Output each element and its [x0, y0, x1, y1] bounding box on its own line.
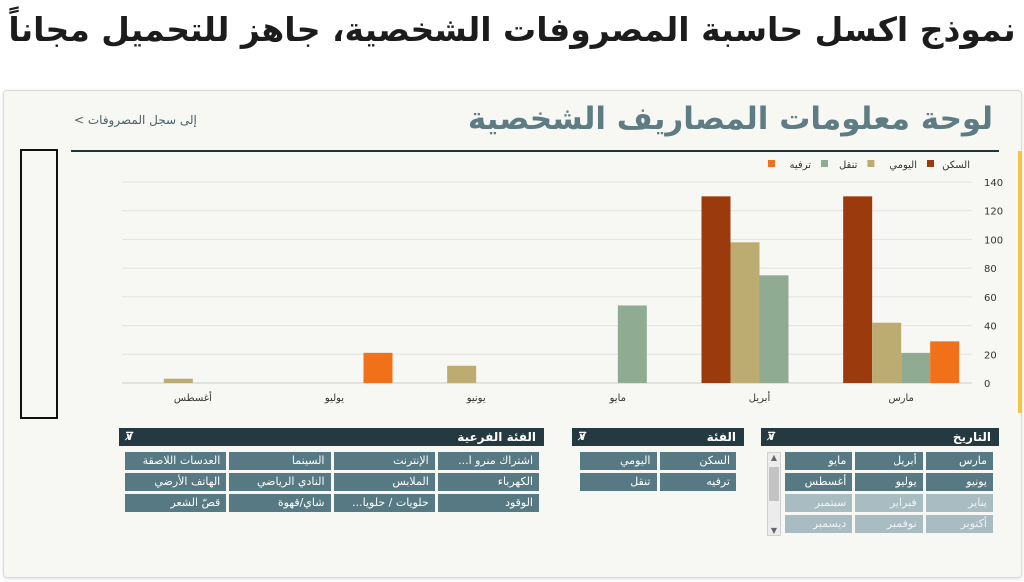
date-slicer-item[interactable]: أغسطس	[785, 473, 853, 491]
x-tick-label: مايو	[609, 393, 626, 404]
bar-تنقل	[617, 305, 647, 383]
x-tick-label: أغسطس	[174, 391, 212, 404]
clear-filter-icon[interactable]: ⊽̸	[125, 430, 134, 443]
dashboard-title: لوحة معلومات المصاريف الشخصية	[467, 101, 993, 137]
x-tick-label: أبريل	[749, 391, 771, 404]
date-slicer-item[interactable]: نوفمبر	[855, 515, 923, 533]
back-to-expense-log-link[interactable]: إلى سجل المصروفات >	[74, 113, 197, 127]
date-slicer-item[interactable]: يوليو	[855, 473, 923, 491]
date-slicer-item[interactable]: فبراير	[855, 494, 923, 512]
y-tick-label: 40	[984, 322, 997, 333]
scroll-edge-indicator	[1018, 151, 1022, 413]
bar-تنقل	[901, 352, 931, 383]
x-tick-label: يونيو	[466, 393, 486, 404]
subcategory-slicer-item[interactable]: شاي/قهوة	[229, 494, 331, 512]
legend-swatch	[867, 160, 875, 167]
subcategory-slicer-item[interactable]: النادي الرياضي	[229, 473, 331, 491]
subcategory-slicer-item[interactable]: اشتراك منرو ا...	[437, 452, 539, 470]
date-slicer-scrollbar[interactable]: ▲ ▼	[767, 452, 781, 536]
bar-ترفيه	[930, 341, 960, 383]
title-divider	[71, 150, 999, 152]
subcategory-slicer-item[interactable]: السينما	[229, 452, 331, 470]
bar-اليومي	[447, 365, 477, 383]
subcategory-slicer-items: اشتراك منرو ا... الإنترنت السينما العدسات ا…	[125, 452, 539, 512]
subcategory-slicer-header: الفئة الفرعية ⊽̸	[119, 428, 544, 446]
date-slicer-item[interactable]: يونيو	[925, 473, 993, 491]
x-tick-label: يوليو	[324, 393, 344, 404]
date-slicer-item[interactable]: أكتوبر	[925, 515, 993, 533]
selected-cell-box[interactable]	[20, 149, 58, 419]
y-tick-label: 100	[984, 235, 1003, 246]
subcategory-slicer-item[interactable]: الإنترنت	[333, 452, 435, 470]
category-slicer-items: السكن اليومي ترفيه تنقل	[580, 452, 736, 491]
date-slicer-item[interactable]: مارس	[925, 452, 993, 470]
page-title: نموذج اكسل حاسبة المصروفات الشخصية، جاهز…	[8, 10, 1016, 49]
category-slicer-item[interactable]: اليومي	[580, 452, 657, 470]
clear-filter-icon[interactable]: ⊽̸	[767, 430, 776, 443]
subcategory-slicer-item[interactable]: الوقود	[437, 494, 539, 512]
date-slicer-items: مارس أبريل مايو يونيو يوليو أغسطس يناير فبراير س…	[785, 452, 993, 533]
date-slicer-item[interactable]: يناير	[925, 494, 993, 512]
bar-السكن	[701, 196, 731, 383]
category-slicer: الفئة ⊽̸ السكن اليومي ترفيه تنقل	[572, 428, 744, 498]
bar-تنقل	[759, 275, 789, 383]
category-slicer-item[interactable]: ترفيه	[659, 473, 736, 491]
scroll-down-icon[interactable]: ▼	[770, 526, 778, 535]
y-tick-label: 80	[984, 264, 997, 275]
legend-swatch	[927, 160, 934, 167]
date-slicer-item[interactable]: سبتمبر	[785, 494, 853, 512]
subcategory-slicer-item[interactable]: قصّ الشعر	[125, 494, 227, 512]
y-tick-label: 140	[984, 178, 1003, 189]
y-tick-label: 60	[984, 293, 997, 304]
subcategory-slicer: الفئة الفرعية ⊽̸ اشتراك منرو ا... الإنترن…	[119, 428, 544, 520]
bar-اليومي	[163, 378, 193, 383]
date-slicer-item[interactable]: أبريل	[855, 452, 923, 470]
legend-swatch	[821, 160, 828, 167]
category-slicer-title: الفئة	[706, 430, 736, 444]
subcategory-slicer-item[interactable]: الهاتف الأرضي	[125, 473, 227, 491]
clear-filter-icon[interactable]: ⊽̸	[578, 430, 587, 443]
subcategory-slicer-item[interactable]: الملابس	[333, 473, 435, 491]
bar-اليومي	[730, 242, 760, 383]
date-slicer-header: التاريخ ⊽̸	[761, 428, 999, 446]
legend-label: اليومي	[889, 160, 917, 171]
y-tick-label: 20	[984, 350, 997, 361]
subcategory-slicer-item[interactable]: حلويات / حلويا...	[333, 494, 435, 512]
subcategory-slicer-title: الفئة الفرعية	[457, 430, 536, 444]
x-tick-label: مارس	[888, 393, 913, 404]
category-slicer-item[interactable]: تنقل	[580, 473, 657, 491]
y-tick-label: 120	[984, 207, 1003, 218]
scroll-up-icon[interactable]: ▲	[770, 453, 778, 462]
category-slicer-item[interactable]: السكن	[659, 452, 736, 470]
legend-label: ترفيه	[790, 160, 812, 171]
legend-label: السكن	[942, 160, 970, 171]
date-slicer-title: التاريخ	[952, 430, 991, 444]
subcategory-slicer-item[interactable]: العدسات اللاصقة	[125, 452, 227, 470]
date-slicer: التاريخ ⊽̸ ▲ ▼ مارس أبريل مايو يونيو يوليو أغ…	[761, 428, 999, 538]
y-tick-label: 0	[984, 379, 990, 390]
subcategory-slicer-item[interactable]: الكهرباء	[437, 473, 539, 491]
scroll-thumb[interactable]	[769, 467, 779, 501]
date-slicer-item[interactable]: ديسمبر	[785, 515, 853, 533]
bar-ترفيه	[363, 352, 393, 383]
legend-swatch	[768, 160, 775, 167]
legend-label: تنقل	[839, 160, 858, 171]
date-slicer-item[interactable]: مايو	[785, 452, 853, 470]
category-slicer-header: الفئة ⊽̸	[572, 428, 744, 446]
expense-bar-chart: 0 20 40 60 80 100 120 140 مارس أبريل مايو يونيو يولي…	[122, 160, 1003, 404]
bar-اليومي	[872, 322, 902, 383]
dashboard-sheet: لوحة معلومات المصاريف الشخصية إلى سجل ال…	[3, 90, 1022, 578]
bar-السكن	[843, 196, 873, 383]
